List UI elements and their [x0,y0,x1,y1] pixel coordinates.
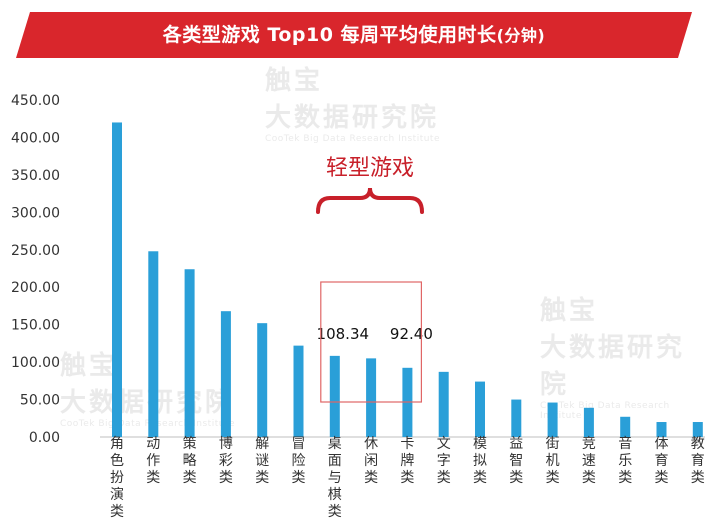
bar [692,422,703,437]
chart-title: 各类型游戏 Top10 每周平均使用时长(分钟) [16,12,692,58]
x-tick-label-char: 类 [655,470,669,486]
x-tick-label-char: 扮 [110,470,124,486]
bar [656,422,667,437]
bar [620,416,631,437]
chart-title-main: 各类型游戏 Top10 每周平均使用时长 [162,24,497,46]
y-tick-label: 100.00 [11,355,60,371]
y-tick-label: 0.00 [29,430,60,446]
annotation-brace [316,187,424,214]
x-tick-label-char: 略 [183,453,197,469]
x-tick-label-char: 牌 [400,452,414,469]
y-tick-label: 450.00 [11,93,60,109]
x-tick-label-char: 卡 [400,436,414,452]
x-tick-label-char: 彩 [219,453,233,469]
x-tick-label-char: 作 [146,453,160,469]
data-label: 108.34 [317,325,370,343]
x-tick-label-char: 动 [146,436,160,452]
x-tick-label-char: 休 [364,436,378,452]
x-tick-label-char: 类 [400,470,414,486]
bar [257,323,268,437]
bar [475,381,485,437]
x-tick-label-char: 类 [328,504,342,520]
x-tick-label-char: 解 [255,436,269,452]
bar [148,251,159,437]
x-tick-label-char: 类 [219,470,233,486]
title-banner-shape [16,12,692,58]
x-tick-label-char: 类 [509,470,523,486]
chart-title-unit: (分钟) [496,26,546,45]
x-tick-label-char: 类 [473,470,487,486]
x-tick-label-char: 色 [110,452,124,469]
bar [293,345,304,437]
annotation-label: 轻型游戏 [326,156,414,181]
y-tick-label: 300.00 [11,205,60,221]
x-tick-label-char: 博 [219,435,233,452]
x-tick-label-char: 冒 [292,436,306,452]
x-tick-label-char: 闲 [364,453,378,469]
x-tick-label-char: 类 [183,470,197,486]
x-tick-label-char: 棋 [328,487,342,503]
x-tick-label-char: 谜 [255,453,269,469]
x-tick-label-char: 智 [509,453,523,469]
y-tick-label: 400.00 [11,130,60,146]
y-tick-label: 50.00 [20,393,60,409]
x-tick-label-char: 字 [437,453,451,469]
x-tick-label-char: 险 [292,453,306,469]
x-tick-label-char: 体 [655,436,669,452]
x-tick-label-char: 类 [110,504,124,520]
bar [366,358,377,437]
title-banner: 各类型游戏 Top10 每周平均使用时长(分钟) [16,12,692,58]
x-tick-label-char: 类 [292,470,306,486]
x-tick-label-char: 育 [691,453,705,469]
data-label: 92.40 [390,325,433,343]
x-tick-label-char: 拟 [473,453,487,469]
x-tick-label-char: 机 [546,453,560,469]
x-tick-label-char: 类 [546,470,560,486]
x-tick-label-char: 育 [655,453,669,469]
bar [184,269,195,437]
bar [438,371,449,437]
x-tick-label-char: 类 [437,470,451,486]
x-tick-label-char: 类 [691,470,705,486]
x-tick-label-char: 桌 [328,436,342,452]
x-tick-label-char: 面 [328,453,342,469]
x-tick-label-char: 演 [110,487,124,503]
x-tick-label-char: 角 [110,436,124,452]
x-tick-label-char: 益 [509,436,523,452]
bar [547,402,558,437]
bar [112,122,122,437]
y-tick-label: 150.00 [11,318,60,334]
annotation-box [320,281,422,403]
x-tick-label-char: 速 [582,453,596,469]
x-tick-label-char: 类 [582,470,596,486]
x-tick-label-char: 教 [691,436,705,452]
y-tick-label: 250.00 [11,243,60,259]
x-tick-label-char: 类 [364,470,378,486]
x-tick-label-char: 与 [328,470,342,486]
x-tick-label-char: 乐 [618,453,632,469]
y-tick-label: 200.00 [11,280,60,296]
x-tick-label-char: 模 [473,436,487,452]
x-tick-label-char: 类 [255,470,269,486]
x-tick-label-char: 街 [546,436,560,452]
bar [329,355,340,437]
x-tick-label-char: 类 [146,470,160,486]
bar [220,311,231,437]
bar [511,399,522,437]
x-tick-label-char: 类 [618,470,632,486]
x-tick-label-char: 文 [437,436,451,452]
bar [583,407,594,437]
x-tick-label-char: 音 [618,435,632,452]
x-tick-label-char: 策 [183,435,197,452]
x-tick-label-char: 竞 [582,435,596,452]
y-tick-label: 350.00 [11,168,60,184]
